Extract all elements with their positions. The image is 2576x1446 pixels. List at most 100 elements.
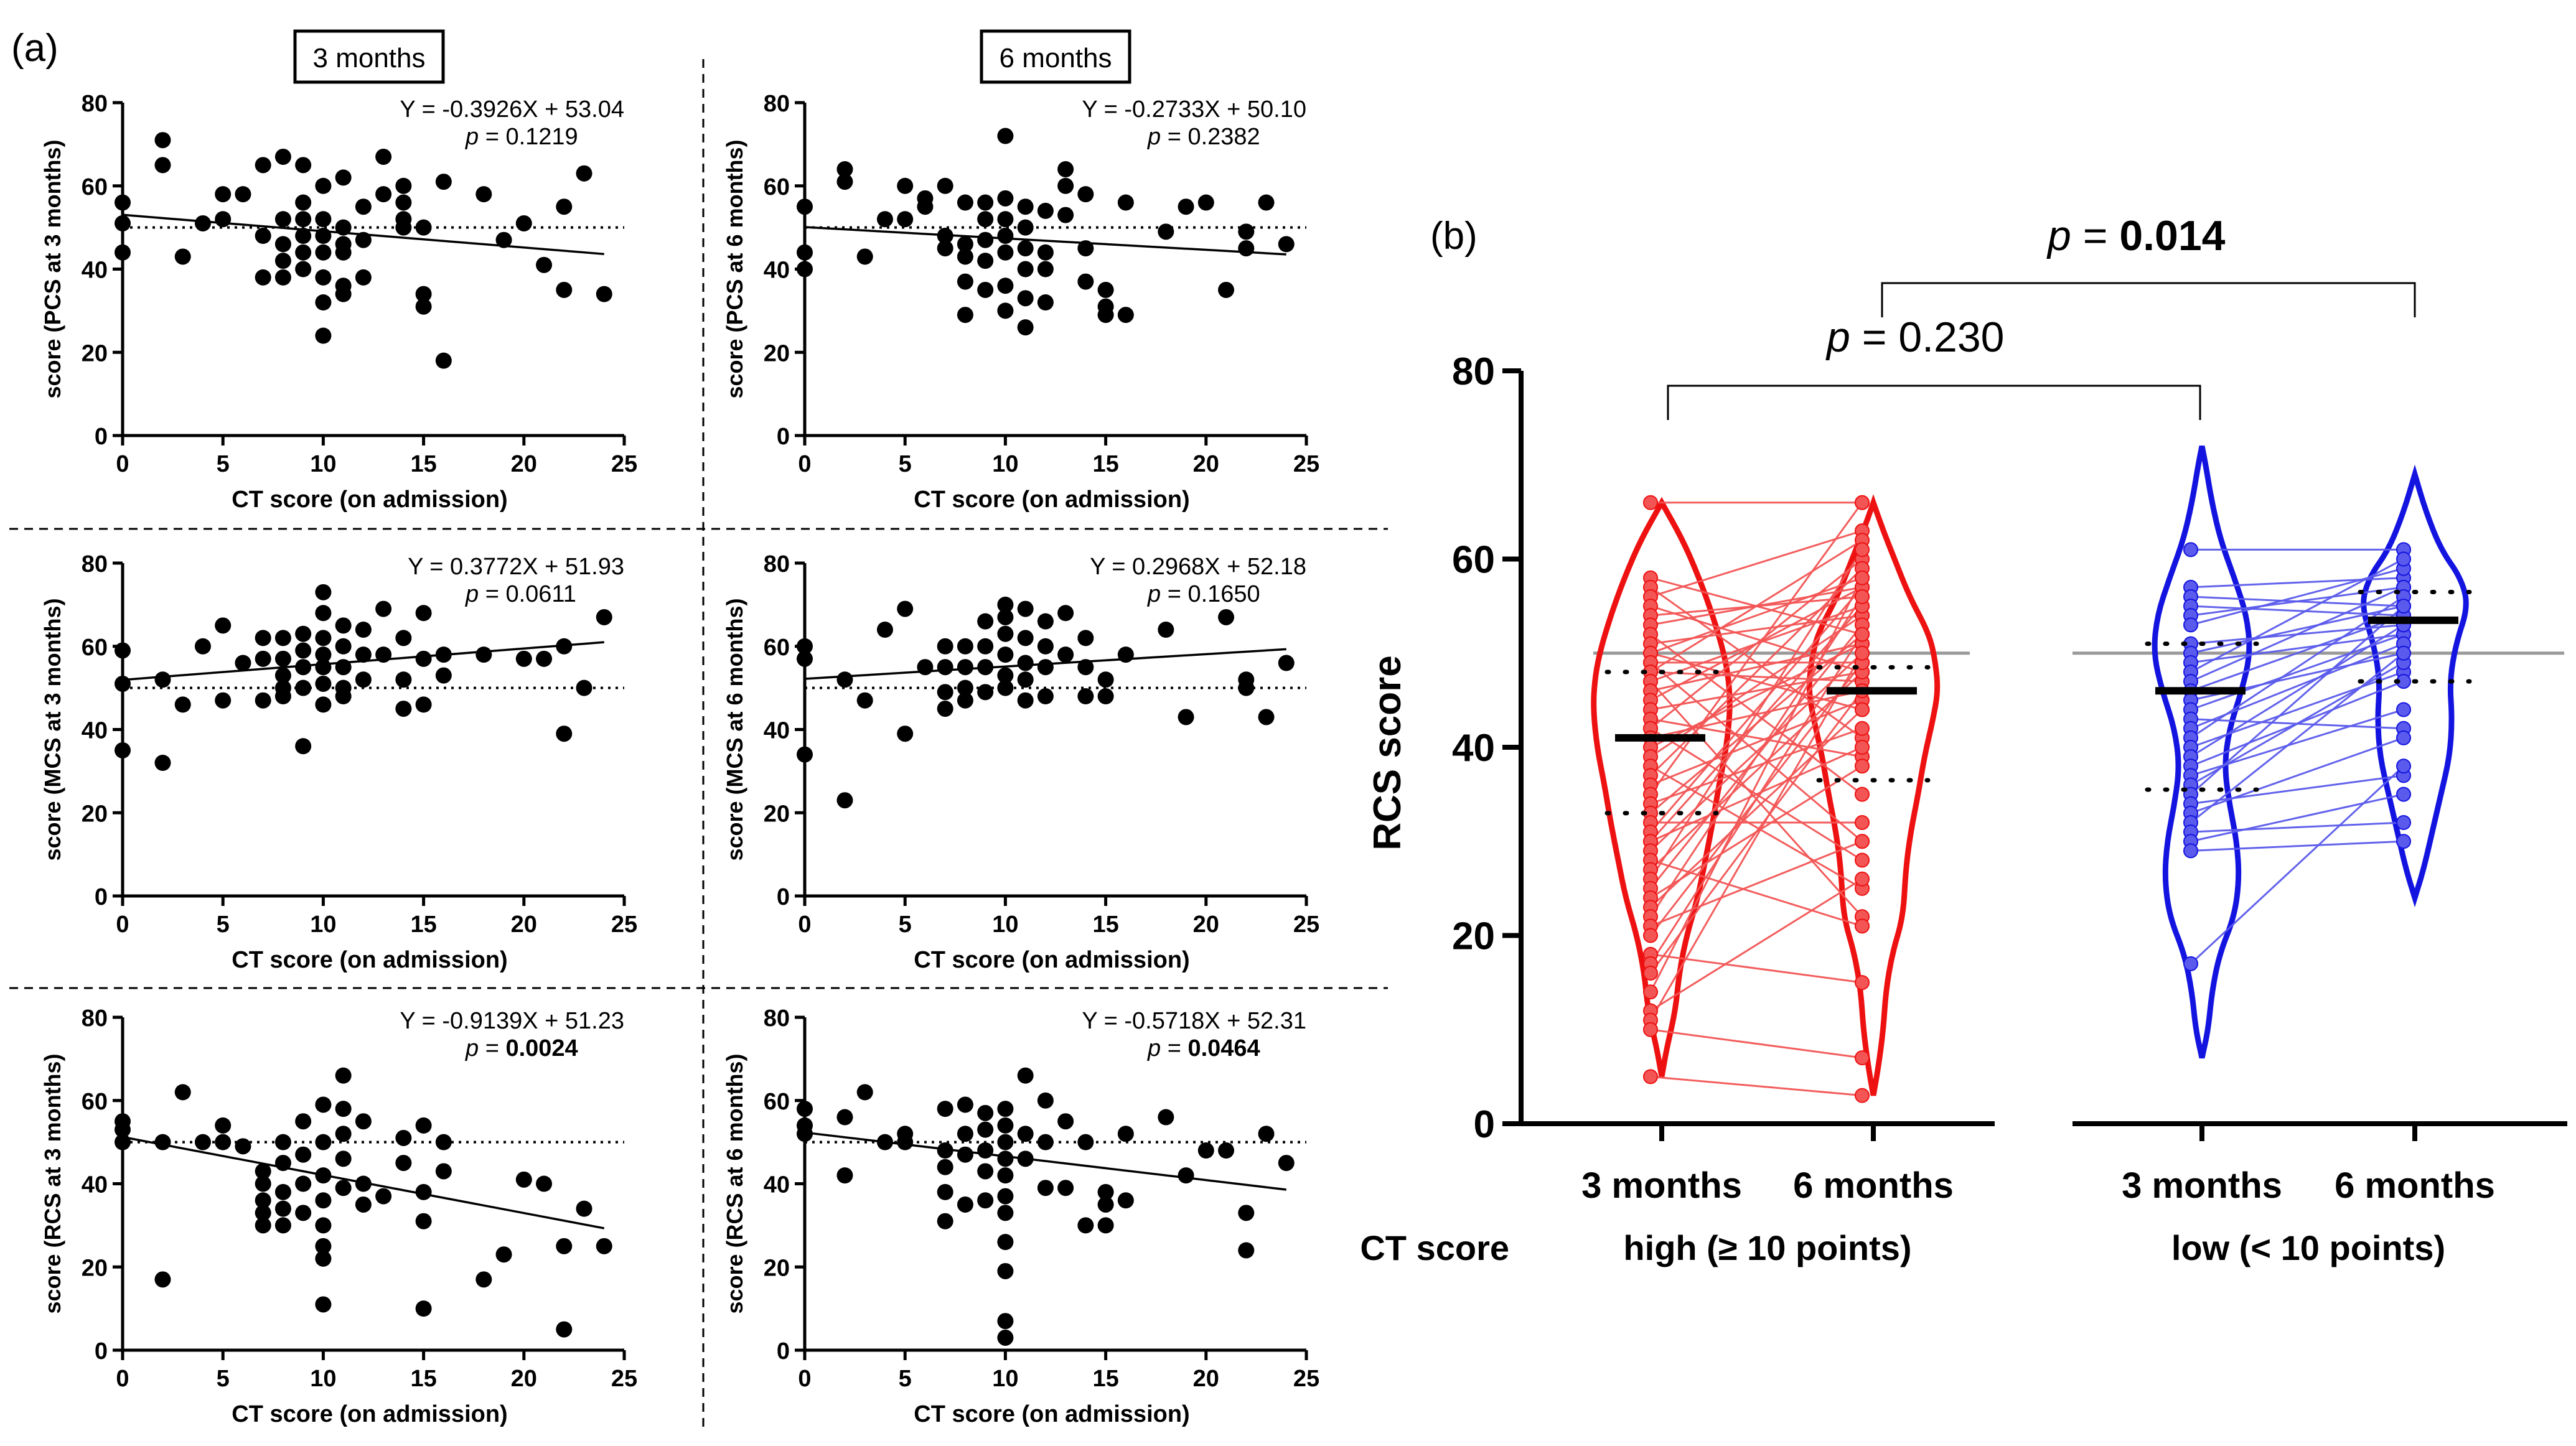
panel-label-b: (b)	[1430, 215, 1478, 258]
y-axis-label: score (RCS at 6 months)	[722, 1053, 747, 1313]
data-point	[917, 659, 934, 676]
paired-line	[2190, 840, 2404, 852]
data-point	[335, 169, 352, 186]
y-tick-label: 80	[82, 91, 108, 117]
data-point	[435, 352, 452, 369]
data-point	[274, 667, 291, 684]
data-point	[997, 625, 1014, 642]
p-number: 0.0611	[505, 581, 576, 607]
data-point	[355, 622, 372, 638]
y-tick-label: 20	[764, 340, 790, 366]
y-tick-label: 0	[777, 424, 790, 450]
data-point	[937, 1101, 953, 1117]
paired-line	[1650, 577, 1863, 655]
y-tick-label: 40	[82, 1172, 108, 1198]
data-point	[274, 269, 291, 286]
data-point	[977, 659, 994, 676]
data-point	[856, 248, 873, 265]
group-label: low (< 10 points)	[2171, 1228, 2445, 1267]
p-value: =	[1161, 1035, 1187, 1061]
x-tick-label: 3 months	[1581, 1165, 1742, 1206]
data-point	[1643, 928, 1658, 943]
comparison-bracket-1	[1667, 385, 2201, 420]
data-point	[1037, 1134, 1054, 1150]
data-point	[1258, 1126, 1275, 1142]
data-point	[295, 642, 312, 659]
data-point	[1158, 223, 1174, 240]
y-axis-label: score (PCS at 3 months)	[40, 139, 65, 398]
data-point	[1855, 1050, 1870, 1066]
data-point	[2183, 956, 2198, 971]
data-point	[836, 792, 853, 809]
data-point	[1238, 223, 1255, 240]
x-tick-label: 3 months	[2122, 1165, 2282, 1206]
data-point	[596, 1238, 612, 1254]
data-point	[115, 244, 131, 261]
x-tick-label: 5	[899, 1366, 912, 1392]
data-point	[876, 211, 893, 228]
data-point	[997, 1188, 1014, 1205]
data-point	[274, 630, 291, 646]
data-point	[797, 198, 813, 215]
data-point	[355, 231, 372, 248]
x-tick-label: 20	[1193, 451, 1219, 477]
data-point	[1077, 186, 1094, 203]
data-point	[977, 253, 994, 269]
data-point	[1057, 1180, 1074, 1196]
data-point	[335, 1150, 352, 1167]
data-point	[1077, 240, 1094, 257]
data-point	[1278, 655, 1295, 671]
data-point	[295, 244, 312, 261]
data-point	[977, 1163, 994, 1180]
data-point	[957, 659, 973, 676]
data-point	[215, 1117, 232, 1134]
data-point	[415, 605, 432, 622]
p-value-label: p = 0.1650	[1147, 581, 1260, 607]
data-point	[876, 622, 893, 638]
y-tick-label: 40	[764, 258, 790, 284]
data-point	[977, 638, 994, 655]
data-point	[355, 269, 372, 286]
data-point	[897, 600, 914, 617]
data-point	[937, 659, 953, 676]
data-point	[274, 1134, 291, 1150]
data-point	[977, 1192, 994, 1209]
x-axis-label: CT score (on admission)	[232, 947, 507, 973]
data-point	[154, 755, 171, 771]
data-point	[957, 236, 973, 253]
data-point	[495, 1246, 512, 1263]
p-value: =	[479, 581, 505, 607]
data-point	[115, 1121, 131, 1138]
paired-line	[1650, 558, 1863, 729]
y-tick-label: 60	[1452, 539, 1495, 582]
paired-line	[2190, 605, 2404, 795]
paired-line	[1649, 501, 1863, 795]
y-axis-label: RCS score	[1366, 655, 1409, 851]
data-point	[556, 281, 573, 298]
y-tick-label: 80	[82, 551, 108, 577]
data-point	[997, 609, 1014, 625]
data-point	[315, 1167, 332, 1184]
p-number: 0.2382	[1187, 124, 1260, 150]
data-point	[937, 701, 953, 717]
violin-outline	[2152, 445, 2252, 1059]
data-point	[1037, 294, 1054, 310]
data-point	[355, 1196, 372, 1213]
data-point	[977, 211, 994, 228]
data-point	[2396, 834, 2411, 849]
y-tick-label: 40	[764, 1172, 790, 1198]
paired-line	[2190, 586, 2404, 683]
data-point	[1218, 281, 1235, 298]
data-point	[797, 650, 813, 667]
data-point	[295, 625, 312, 642]
data-point	[836, 671, 853, 688]
data-point	[215, 1134, 232, 1150]
data-point	[415, 286, 432, 302]
data-point	[1097, 671, 1114, 688]
data-point	[315, 1250, 332, 1267]
data-point	[997, 1234, 1014, 1251]
data-point	[115, 194, 131, 211]
x-axis-label: CT score (on admission)	[232, 1401, 507, 1427]
x-tick-label: 25	[1293, 451, 1319, 477]
paired-line	[1650, 615, 1863, 758]
